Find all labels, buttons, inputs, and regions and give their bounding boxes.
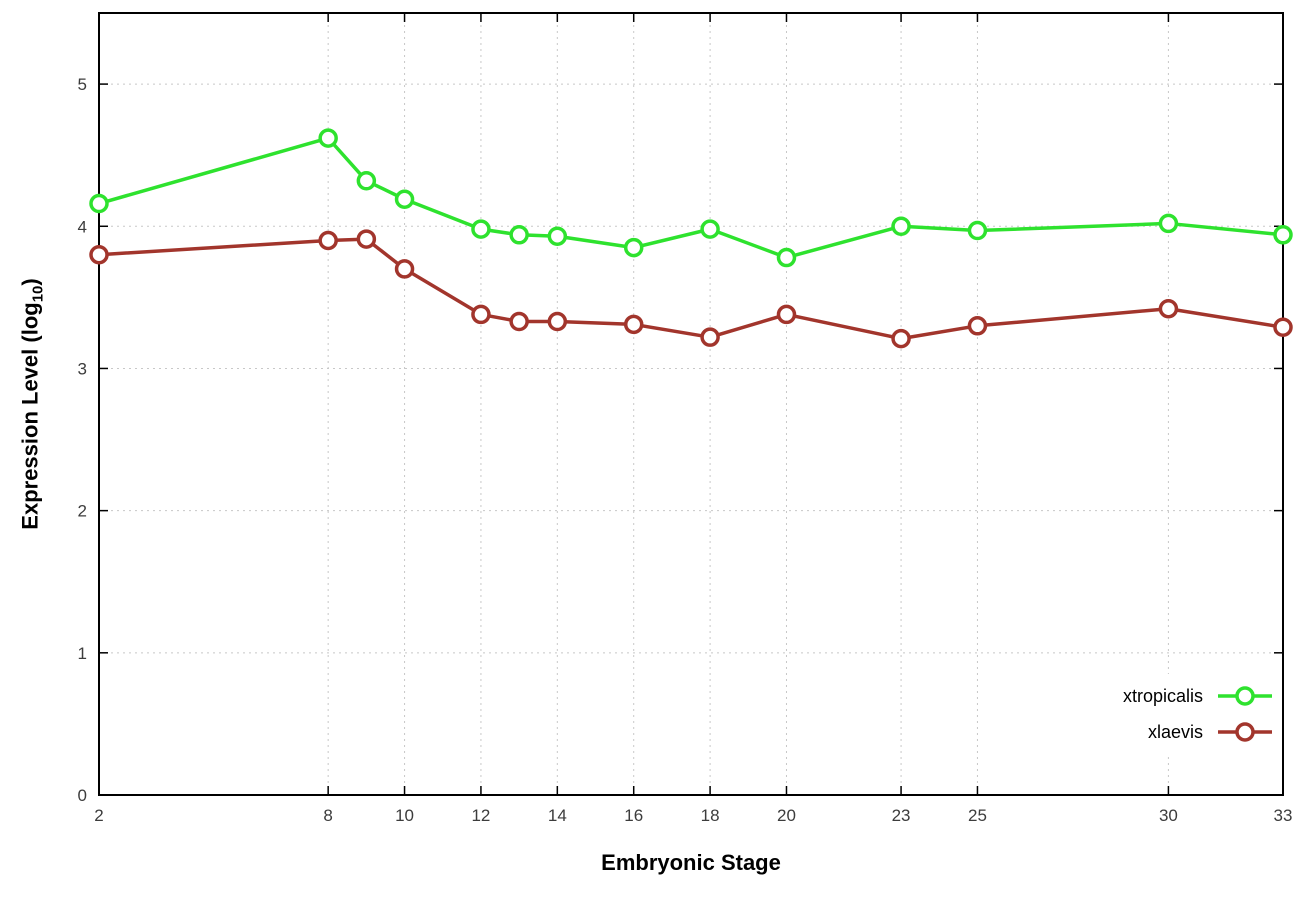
- legend-marker-xtropicalis: [1218, 686, 1272, 706]
- svg-text:4: 4: [78, 217, 87, 236]
- svg-text:3: 3: [78, 359, 87, 378]
- x-axis-label: Embryonic Stage: [601, 850, 781, 875]
- svg-text:1: 1: [78, 644, 87, 663]
- svg-text:2: 2: [94, 806, 103, 825]
- svg-text:30: 30: [1159, 806, 1178, 825]
- legend-marker-xlaevis: [1218, 722, 1272, 742]
- svg-text:2: 2: [78, 502, 87, 521]
- y-axis-label-prefix: Expression Level (log: [17, 302, 43, 530]
- svg-text:20: 20: [777, 806, 796, 825]
- svg-text:0: 0: [78, 786, 87, 805]
- y-axis-label-sub: 10: [29, 285, 47, 303]
- svg-text:23: 23: [892, 806, 911, 825]
- svg-text:33: 33: [1274, 806, 1293, 825]
- legend-label-xtropicalis: xtropicalis: [1122, 685, 1203, 706]
- legend-label-xlaevis: xlaevis: [1147, 721, 1203, 742]
- svg-text:16: 16: [624, 806, 643, 825]
- legend: xtropicalis xlaevis: [1092, 674, 1279, 754]
- svg-text:14: 14: [548, 806, 567, 825]
- svg-text:5: 5: [78, 75, 87, 94]
- legend-item-xtropicalis: xtropicalis: [1123, 678, 1275, 714]
- svg-text:12: 12: [471, 806, 490, 825]
- legend-item-xlaevis: xlaevis: [1123, 714, 1275, 750]
- svg-text:25: 25: [968, 806, 987, 825]
- svg-text:18: 18: [701, 806, 720, 825]
- svg-text:8: 8: [323, 806, 332, 825]
- y-axis-label-suffix: ): [17, 278, 43, 286]
- svg-text:10: 10: [395, 806, 414, 825]
- y-axis-label: Expression Level (log10): [17, 278, 46, 529]
